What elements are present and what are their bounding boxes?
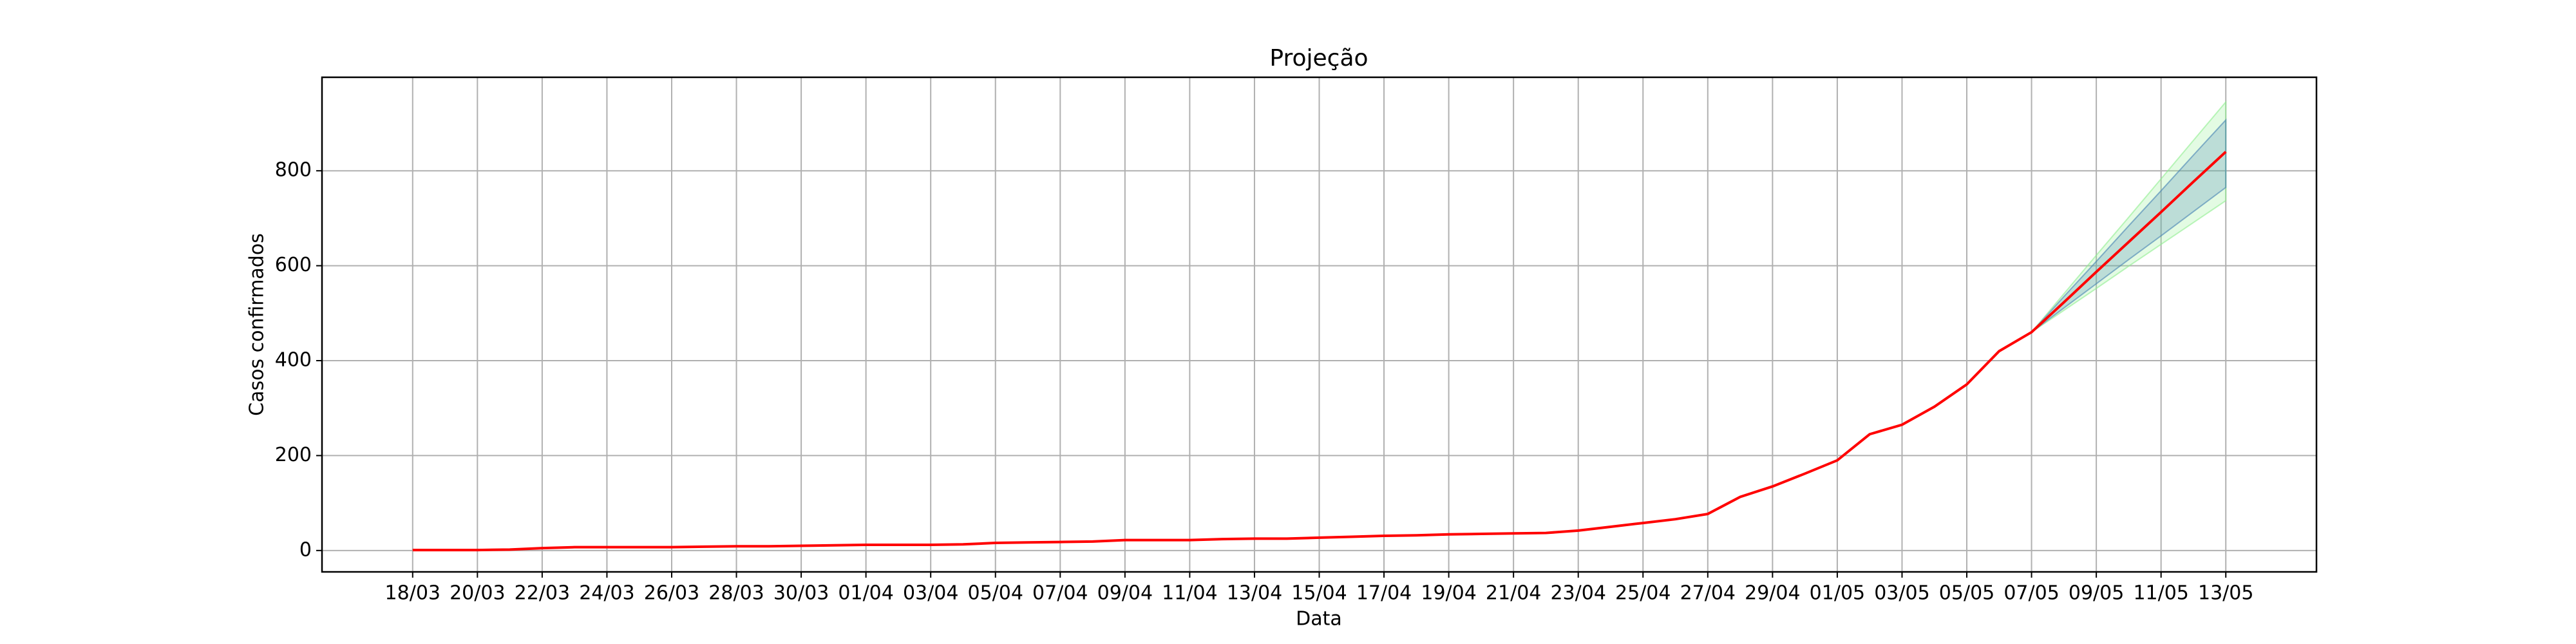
x-tick-label: 03/04 [903, 582, 958, 605]
x-tick-label: 21/04 [1486, 582, 1541, 605]
x-tick-label: 13/05 [2198, 582, 2253, 605]
x-tick-label: 17/04 [1356, 582, 1412, 605]
confidence-band [2031, 118, 2227, 333]
y-tick-label: 400 [275, 349, 312, 372]
x-tick-label: 15/04 [1291, 582, 1347, 605]
x-tick-label: 29/04 [1745, 582, 1800, 605]
x-tick-label: 23/04 [1550, 582, 1605, 605]
x-tick-label: 11/04 [1162, 582, 1217, 605]
chart-title: Projeção [1269, 45, 1368, 71]
x-tick-label: 07/04 [1032, 582, 1088, 605]
x-tick-label: 09/05 [2069, 582, 2124, 605]
y-tick-label: 0 [299, 538, 312, 561]
x-tick-label: 28/03 [708, 582, 764, 605]
x-tick-label: 07/05 [2003, 582, 2059, 605]
x-tick-label: 22/03 [515, 582, 570, 605]
x-tick-label: 01/05 [1810, 582, 1865, 605]
x-tick-label: 26/03 [644, 582, 699, 605]
y-tick-label: 800 [275, 159, 312, 182]
x-tick-label: 03/05 [1874, 582, 1929, 605]
x-tick-label: 13/04 [1227, 582, 1282, 605]
x-axis-label: Data [1296, 608, 1342, 630]
x-tick-label: 11/05 [2133, 582, 2188, 605]
x-tick-label: 25/04 [1615, 582, 1671, 605]
x-tick-label: 19/04 [1421, 582, 1476, 605]
x-tick-label: 24/03 [579, 582, 634, 605]
confidence-band [2031, 100, 2227, 333]
data-line [412, 151, 2227, 552]
x-tick-label: 09/04 [1097, 582, 1153, 605]
x-tick-label: 01/04 [838, 582, 893, 605]
x-tick-label: 18/03 [385, 582, 440, 605]
y-tick-label: 600 [275, 254, 312, 276]
y-axis-label: Casos confirmados [246, 233, 269, 416]
x-tick-label: 05/05 [1939, 582, 1994, 605]
x-tick-label: 20/03 [450, 582, 505, 605]
x-tick-label: 27/04 [1680, 582, 1736, 605]
x-tick-label: 30/03 [773, 582, 829, 605]
plot-frame [321, 76, 2318, 573]
x-tick-label: 05/04 [968, 582, 1023, 605]
y-tick-label: 200 [275, 444, 312, 466]
